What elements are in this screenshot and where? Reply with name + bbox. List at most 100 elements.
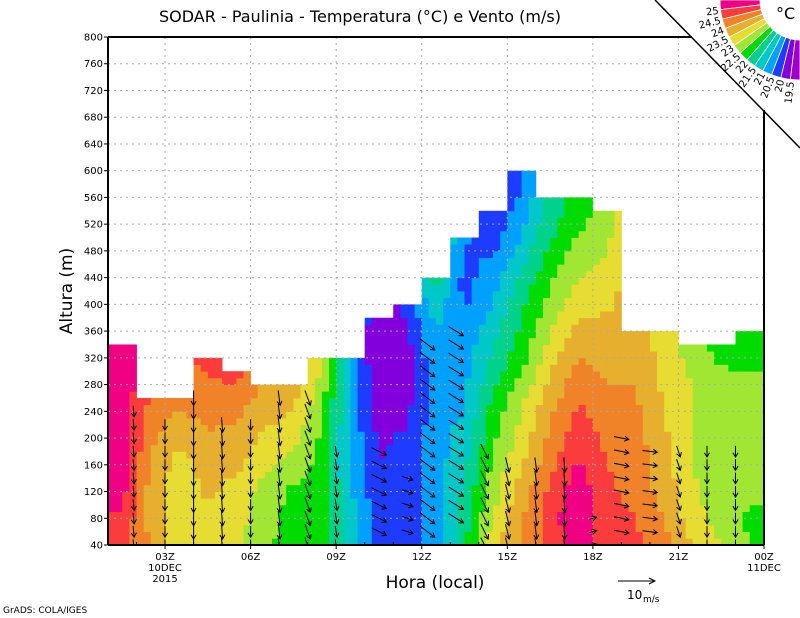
temperature-cell bbox=[300, 471, 309, 479]
temperature-cell bbox=[514, 518, 522, 526]
wind-arrow bbox=[333, 459, 340, 472]
temperature-cell bbox=[600, 411, 608, 419]
wind-arrow-shaft bbox=[613, 449, 629, 454]
temperature-cell bbox=[571, 304, 580, 312]
temperature-cell bbox=[464, 478, 473, 486]
temperature-cell bbox=[585, 244, 594, 252]
temperature-cell bbox=[557, 498, 565, 506]
temperature-cell bbox=[528, 357, 537, 365]
temperature-cell bbox=[443, 424, 451, 432]
temperature-cell bbox=[108, 458, 116, 466]
temperature-cell bbox=[193, 484, 202, 492]
temperature-cell bbox=[407, 404, 416, 412]
temperature-cell bbox=[172, 491, 180, 499]
temperature-cell bbox=[286, 484, 294, 492]
temperature-cell bbox=[514, 364, 522, 372]
temperature-cell bbox=[678, 431, 686, 439]
temperature-cell bbox=[450, 391, 458, 399]
temperature-cell bbox=[514, 284, 522, 292]
temperature-cell bbox=[443, 438, 451, 446]
temperature-cell bbox=[485, 270, 494, 279]
temperature-cell bbox=[222, 464, 230, 472]
wind-arrow-shaft bbox=[304, 483, 311, 500]
temperature-cell bbox=[400, 364, 408, 372]
temperature-cell bbox=[592, 244, 601, 252]
x-tick-label: 21Z bbox=[669, 552, 689, 563]
temperature-cell bbox=[243, 524, 252, 533]
temperature-cell bbox=[685, 491, 694, 499]
temperature-cell bbox=[756, 357, 764, 365]
wind-arrowhead bbox=[277, 548, 282, 553]
temperature-cell bbox=[514, 438, 522, 446]
wind-arrow bbox=[304, 457, 312, 474]
temperature-cell bbox=[450, 384, 458, 392]
temperature-cell bbox=[742, 331, 751, 339]
temperature-cell bbox=[735, 471, 744, 479]
temperature-cell bbox=[200, 471, 209, 479]
temperature-cell bbox=[756, 484, 764, 492]
temperature-cell bbox=[571, 324, 580, 332]
temperature-cell bbox=[649, 538, 658, 545]
temperature-cell bbox=[307, 458, 316, 466]
temperature-cell bbox=[407, 491, 416, 499]
temperature-cell bbox=[343, 458, 351, 466]
temperature-cell bbox=[493, 411, 501, 419]
temperature-cell bbox=[236, 478, 244, 486]
temperature-cell bbox=[443, 284, 451, 292]
temperature-cell bbox=[742, 424, 751, 432]
temperature-cell bbox=[500, 257, 508, 265]
temperature-cell bbox=[692, 371, 701, 379]
temperature-cell bbox=[550, 458, 558, 466]
temperature-cell bbox=[756, 411, 764, 419]
wind-arrow bbox=[448, 379, 465, 390]
temperature-cell bbox=[457, 337, 465, 345]
temperature-cell bbox=[421, 484, 430, 492]
temperature-cell bbox=[357, 524, 366, 533]
temperature-cell bbox=[350, 404, 358, 412]
wind-arrow bbox=[613, 529, 630, 536]
temperature-cell bbox=[749, 458, 758, 466]
temperature-cell bbox=[521, 531, 530, 539]
temperature-cell bbox=[407, 344, 416, 352]
wind-arrowhead bbox=[623, 462, 630, 469]
wind-arrow bbox=[613, 502, 630, 509]
temperature-cell bbox=[143, 438, 152, 446]
temperature-cell bbox=[542, 324, 551, 332]
temperature-cell bbox=[500, 411, 508, 419]
temperature-cell bbox=[578, 257, 587, 265]
wind-arrow bbox=[732, 445, 739, 458]
temperature-cell bbox=[514, 357, 522, 365]
temperature-cell bbox=[272, 471, 280, 479]
temperature-cell bbox=[450, 377, 458, 385]
temperature-cell bbox=[143, 484, 152, 492]
wind-arrowhead bbox=[381, 490, 388, 497]
temperature-cell bbox=[507, 210, 515, 218]
wind-arrow-shaft bbox=[448, 352, 464, 363]
temperature-cell bbox=[364, 471, 373, 479]
temperature-cell bbox=[535, 224, 544, 232]
temperature-cell bbox=[664, 337, 672, 345]
temperature-cell bbox=[115, 371, 123, 379]
temperature-cell bbox=[557, 364, 565, 372]
temperature-cell bbox=[478, 504, 487, 512]
temperature-cell bbox=[585, 224, 594, 232]
temperature-cell bbox=[685, 418, 694, 426]
temperature-cell bbox=[721, 404, 729, 412]
temperature-cell bbox=[756, 384, 764, 392]
temperature-cell bbox=[193, 504, 202, 512]
temperature-cell bbox=[386, 438, 394, 446]
temperature-cell bbox=[728, 484, 736, 492]
temperature-cell bbox=[592, 331, 601, 339]
temperature-cell bbox=[471, 277, 480, 285]
temperature-cell bbox=[542, 244, 551, 252]
temperature-cell bbox=[243, 484, 252, 492]
temperature-cell bbox=[386, 418, 394, 426]
temperature-cell bbox=[343, 424, 351, 432]
temperature-cell bbox=[528, 277, 537, 285]
temperature-cell bbox=[428, 291, 437, 299]
wind-arrow-shaft bbox=[371, 460, 387, 469]
temperature-cell bbox=[457, 257, 465, 265]
temperature-cell bbox=[357, 511, 366, 519]
temperature-cell bbox=[436, 324, 444, 332]
temperature-cell bbox=[393, 484, 401, 492]
